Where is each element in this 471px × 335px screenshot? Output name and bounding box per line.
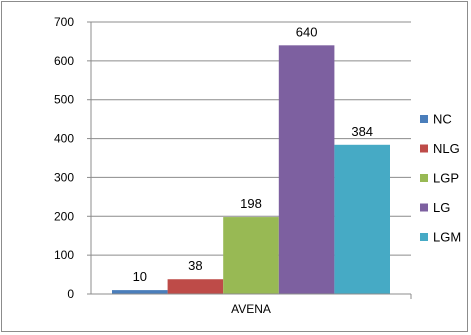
y-tick-label: 500 — [54, 93, 74, 107]
data-label-lg: 640 — [296, 24, 318, 39]
legend-swatch-lg — [420, 203, 428, 212]
bars — [112, 45, 390, 294]
data-label-nc: 10 — [133, 269, 147, 284]
legend-label-lgm: LGM — [433, 230, 461, 245]
data-label-lgm: 384 — [351, 124, 373, 139]
data-labels: 10 38 198 640 384 — [133, 24, 373, 284]
legend-swatch-lgm — [420, 233, 428, 241]
bar-nc — [112, 290, 168, 294]
y-tick-label: 600 — [54, 54, 74, 68]
bar-nlg — [167, 279, 224, 294]
axes — [90, 22, 412, 299]
y-axis-ticks: 0 100 200 300 400 500 600 700 — [54, 15, 91, 301]
y-tick-label: 100 — [54, 248, 74, 262]
data-label-nlg: 38 — [188, 258, 202, 273]
bar-lgm — [334, 144, 390, 294]
y-tick-label: 400 — [54, 132, 74, 146]
y-tick-label: 0 — [67, 287, 74, 301]
legend-swatch-nc — [420, 115, 428, 123]
legend-swatch-lgp — [420, 174, 428, 182]
legend-label-lgp: LGP — [433, 171, 459, 186]
legend-label-lg: LG — [433, 200, 450, 215]
legend-label-nc: NC — [433, 112, 452, 127]
data-label-lgp: 198 — [240, 196, 262, 211]
y-tick-label: 700 — [54, 15, 74, 29]
legend: NC NLG LGP LG LGM — [420, 112, 461, 245]
x-category-label: AVENA — [231, 302, 271, 316]
legend-label-nlg: NLG — [433, 141, 460, 156]
y-tick-label: 300 — [54, 170, 74, 184]
legend-swatch-nlg — [420, 144, 428, 153]
y-tick-label: 200 — [54, 209, 74, 223]
x-axis-categories: AVENA — [231, 302, 271, 316]
bar-lg — [278, 45, 335, 294]
bar-lgp — [223, 217, 279, 294]
